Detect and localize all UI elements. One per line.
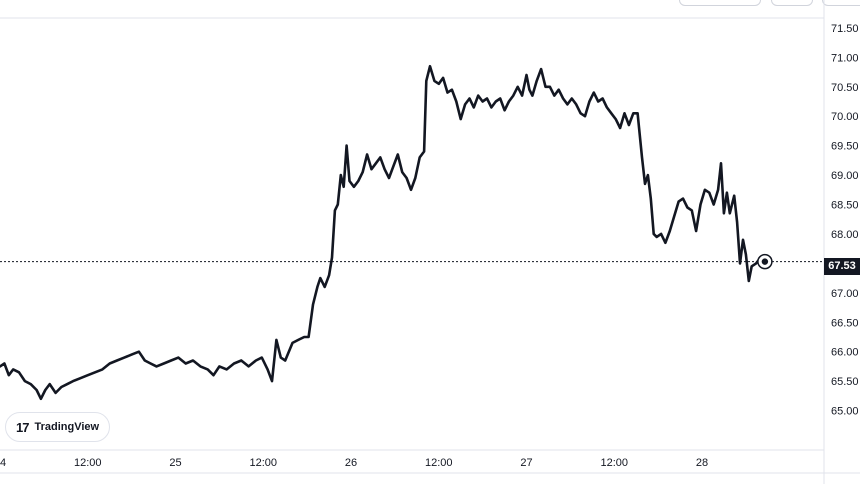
y-tick-label: 69.50: [831, 141, 859, 153]
y-tick-label: 68.00: [831, 229, 859, 241]
toolbar-button-more[interactable]: [822, 0, 860, 6]
y-tick-label: 67.00: [831, 288, 859, 300]
last-price-marker: [757, 253, 773, 270]
tradingview-logo[interactable]: 17 TradingView: [5, 412, 111, 442]
price-series-line: [0, 64, 767, 401]
y-tick-label: 66.00: [831, 347, 859, 359]
x-tick-label: 27: [520, 457, 532, 469]
x-tick-label: 28: [696, 457, 708, 469]
x-tick-label: 24: [0, 457, 6, 469]
time-axis[interactable]: 24 12:00 25 12:00 26 12:00 27 12:00 28: [0, 457, 708, 469]
x-tick-label: 25: [169, 457, 181, 469]
x-tick-label: 26: [345, 457, 357, 469]
x-tick-label: 12:00: [425, 457, 453, 469]
y-tick-label: 66.50: [831, 317, 859, 329]
price-axis[interactable]: 71.50 71.00 70.50 70.00 69.50 69.00 68.50 68.00…: [831, 23, 859, 418]
y-tick-label: 70.50: [831, 82, 859, 94]
y-tick-label: 71.50: [831, 23, 859, 35]
tradingview-logo-icon: 17: [16, 419, 30, 435]
x-tick-label: 12:00: [74, 457, 102, 469]
x-tick-label: 12:00: [249, 457, 277, 469]
y-tick-label: 71.00: [831, 52, 859, 64]
y-tick-label: 65.00: [831, 406, 859, 418]
y-tick-label: 68.50: [831, 200, 859, 212]
y-tick-label: 70.00: [831, 111, 859, 123]
x-tick-label: 12:00: [600, 457, 628, 469]
tradingview-logo-text: TradingView: [34, 421, 100, 433]
current-price-badge: 67.53: [824, 258, 860, 275]
y-tick-label: 65.50: [831, 376, 859, 388]
y-tick-label: 69.00: [831, 170, 859, 182]
